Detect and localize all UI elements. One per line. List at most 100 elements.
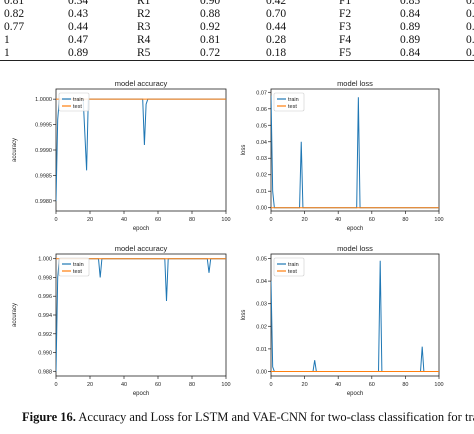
table-cell: 0.44	[266, 21, 287, 33]
x-axis-label: epoch	[133, 391, 149, 397]
table-cell: 0.89	[400, 34, 421, 46]
x-tick-label: 60	[155, 382, 161, 388]
x-tick-label: 20	[87, 217, 93, 223]
y-tick-label: 0.04	[256, 279, 267, 285]
x-tick-label: 20	[302, 217, 308, 223]
figure-label: Figure 16.	[22, 410, 76, 424]
table-cell: 0.84	[400, 47, 421, 59]
y-tick-label: 0.00	[256, 369, 267, 375]
y-tick-label: 0.9995	[35, 123, 52, 129]
table-cell: R5	[137, 47, 151, 59]
y-tick-label: 0.05	[256, 123, 267, 129]
table-cell: F4	[339, 34, 352, 46]
y-tick-label: 0.998	[38, 275, 52, 281]
table-cell: R2	[137, 8, 151, 20]
x-tick-label: 80	[402, 382, 408, 388]
y-tick-label: 1.0000	[35, 97, 52, 103]
y-tick-label: 0.9990	[35, 148, 52, 154]
x-tick-label: 80	[189, 217, 195, 223]
table-cell: 0.90	[200, 0, 221, 7]
y-tick-label: 0.9980	[35, 199, 52, 205]
y-tick-label: 0.996	[38, 294, 52, 300]
table-cell: 0.18	[266, 47, 287, 59]
table-cell: 0.	[466, 8, 474, 20]
table-cell: 0.72	[200, 47, 221, 59]
y-tick-label: 0.07	[256, 90, 267, 96]
legend-label-train: train	[288, 262, 299, 268]
table-cell: 0.47	[68, 34, 89, 46]
table-cell: 0.	[466, 21, 474, 33]
y-tick-label: 0.988	[38, 369, 52, 375]
y-axis-label: accuracy	[12, 138, 18, 162]
table-cell: 0.89	[68, 47, 89, 59]
chart-title: model accuracy	[115, 244, 168, 253]
table-cell: 0.89	[400, 21, 421, 33]
series-line-train	[56, 98, 226, 201]
y-tick-label: 0.00	[256, 206, 267, 212]
x-tick-label: 40	[121, 217, 127, 223]
x-tick-label: 20	[87, 382, 93, 388]
y-tick-label: 0.02	[256, 324, 267, 330]
x-tick-label: 0	[54, 217, 57, 223]
x-tick-label: 100	[434, 217, 443, 223]
x-tick-label: 100	[434, 382, 443, 388]
series-line-train	[271, 260, 439, 372]
table-cell: 0.34	[68, 0, 89, 7]
x-axis-label: epoch	[133, 226, 149, 232]
x-tick-label: 100	[221, 382, 230, 388]
table-cell: 0.	[466, 47, 474, 59]
y-tick-label: 0.990	[38, 351, 52, 357]
table-cell: 0.	[466, 34, 474, 46]
chart-4-loss: model loss 0 20 40 60 80 100 0.00 0.01 0.02 0.03 0.…	[241, 244, 444, 397]
table-cell: 0.81	[200, 34, 221, 46]
y-tick-label: 0.03	[256, 156, 267, 162]
y-tick-label: 0.03	[256, 302, 267, 308]
chart-title: model loss	[337, 79, 373, 88]
y-tick-label: 0.04	[256, 140, 267, 146]
y-tick-label: 0.06	[256, 107, 267, 113]
table-cell: 0.28	[266, 34, 287, 46]
table-cell: 0.70	[266, 8, 287, 20]
results-table: 0.81 0.34 R1 0.90 0.42 F1 0.85 0. 0.82 0.43 R2 0.88…	[0, 0, 474, 62]
x-tick-label: 0	[269, 382, 272, 388]
table-cell: 0.44	[68, 21, 89, 33]
y-axis-label: accuracy	[12, 303, 18, 327]
table-cell: 1	[4, 47, 10, 59]
legend-label-test: test	[73, 269, 82, 275]
table-bottom-rule	[0, 60, 474, 61]
legend-label-train: train	[288, 97, 299, 103]
x-tick-label: 40	[335, 217, 341, 223]
plot-frame	[270, 253, 440, 377]
chart-3-accuracy: model accuracy 0 20 40 60 80 100 0.988 0.990 0.99…	[12, 244, 231, 397]
table-cell: 1	[4, 34, 10, 46]
table-cell: 0.81	[4, 0, 25, 7]
plot-frame	[270, 88, 440, 212]
x-tick-label: 60	[369, 382, 375, 388]
table-cell: 0.82	[4, 8, 25, 20]
figure-caption: Figure 16. Accuracy and Loss for LSTM an…	[22, 408, 474, 426]
y-tick-label: 0.01	[256, 347, 267, 353]
table-cell: F5	[339, 47, 352, 59]
x-tick-label: 40	[121, 382, 127, 388]
legend-label-train: train	[73, 262, 84, 268]
table-cell: 0.85	[400, 0, 421, 7]
table-cell: 0.84	[400, 8, 421, 20]
y-axis-label: loss	[241, 145, 247, 156]
y-tick-label: 1.000	[38, 257, 52, 263]
caption-text: Accuracy and Loss for LSTM and VAE-CNN f…	[75, 410, 474, 424]
x-axis-label: epoch	[347, 226, 363, 232]
x-axis-label: epoch	[347, 391, 363, 397]
x-tick-label: 60	[369, 217, 375, 223]
legend-label-test: test	[288, 269, 297, 275]
legend-label-train: train	[73, 97, 84, 103]
x-tick-label: 80	[402, 217, 408, 223]
chart-title: model accuracy	[115, 79, 168, 88]
x-tick-label: 60	[155, 217, 161, 223]
chart-1-accuracy: model accuracy 0 20 40 60 80 100 0.9980 0.9985 0.…	[12, 79, 231, 232]
x-tick-label: 100	[221, 217, 230, 223]
y-axis-label: loss	[241, 310, 247, 321]
y-tick-label: 0.02	[256, 173, 267, 179]
table-cell: 0.92	[200, 21, 221, 33]
y-tick-label: 0.01	[256, 189, 267, 195]
table-cell: 0.42	[266, 0, 287, 7]
